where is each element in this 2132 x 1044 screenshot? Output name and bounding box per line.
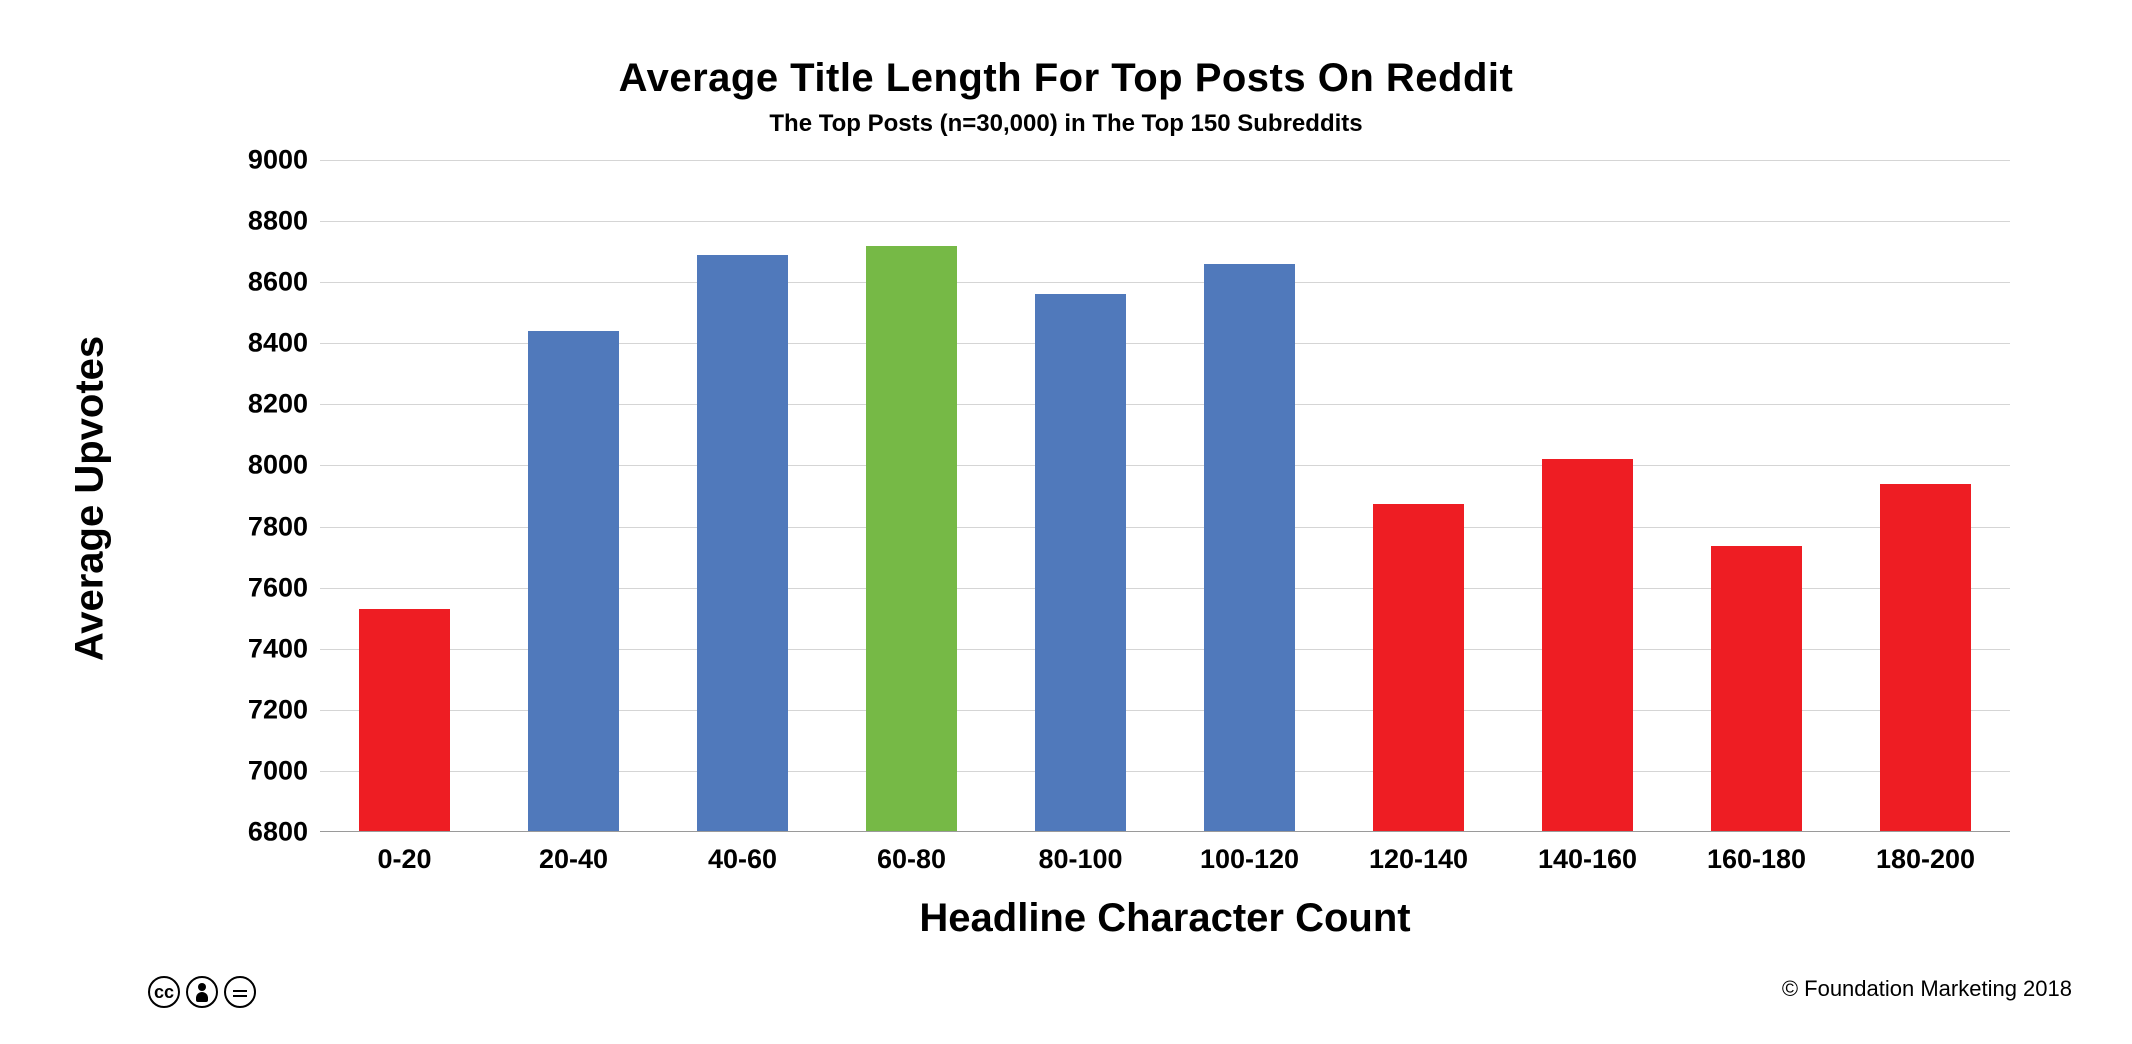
bar bbox=[1373, 504, 1464, 832]
x-tick-label: 60-80 bbox=[877, 832, 946, 875]
y-tick-label: 7400 bbox=[248, 633, 320, 664]
x-axis-label: Headline Character Count bbox=[320, 896, 2010, 941]
y-axis-label: Average Upvotes bbox=[68, 299, 113, 699]
bar-slot: 40-60 bbox=[658, 160, 827, 832]
y-tick-label: 7200 bbox=[248, 694, 320, 725]
x-tick-label: 20-40 bbox=[539, 832, 608, 875]
bar bbox=[697, 255, 788, 832]
cc-icon: cc bbox=[148, 976, 180, 1008]
x-axis-baseline bbox=[320, 831, 2010, 832]
x-tick-label: 40-60 bbox=[708, 832, 777, 875]
x-tick-label: 100-120 bbox=[1200, 832, 1299, 875]
by-icon bbox=[186, 976, 218, 1008]
bar-slot: 120-140 bbox=[1334, 160, 1503, 832]
y-tick-label: 8200 bbox=[248, 389, 320, 420]
bar-slot: 20-40 bbox=[489, 160, 658, 832]
bar-slot: 80-100 bbox=[996, 160, 1165, 832]
nd-icon bbox=[224, 976, 256, 1008]
x-tick-label: 0-20 bbox=[377, 832, 431, 875]
chart-title: Average Title Length For Top Posts On Re… bbox=[0, 56, 2132, 101]
y-tick-label: 7000 bbox=[248, 755, 320, 786]
y-tick-label: 7800 bbox=[248, 511, 320, 542]
bar-slot: 160-180 bbox=[1672, 160, 1841, 832]
y-tick-label: 8800 bbox=[248, 206, 320, 237]
y-tick-label: 7600 bbox=[248, 572, 320, 603]
plot-area: 0-2020-4040-6060-8080-100100-120120-1401… bbox=[320, 160, 2010, 832]
x-tick-label: 160-180 bbox=[1707, 832, 1806, 875]
y-tick-label: 8000 bbox=[248, 450, 320, 481]
bar-slot: 100-120 bbox=[1165, 160, 1334, 832]
bar-slot: 0-20 bbox=[320, 160, 489, 832]
x-tick-label: 120-140 bbox=[1369, 832, 1468, 875]
y-tick-label: 6800 bbox=[248, 817, 320, 848]
chart-subtitle: The Top Posts (n=30,000) in The Top 150 … bbox=[0, 110, 2132, 138]
bar bbox=[1880, 484, 1971, 832]
bar-slot: 140-160 bbox=[1503, 160, 1672, 832]
x-tick-label: 140-160 bbox=[1538, 832, 1637, 875]
x-tick-label: 180-200 bbox=[1876, 832, 1975, 875]
copyright-text: © Foundation Marketing 2018 bbox=[1782, 976, 2072, 1002]
bar-slot: 60-80 bbox=[827, 160, 996, 832]
bar-slot: 180-200 bbox=[1841, 160, 2010, 832]
chart-container: { "chart": { "type": "bar", "title": "Av… bbox=[0, 0, 2132, 1044]
bar bbox=[359, 609, 450, 832]
y-tick-label: 9000 bbox=[248, 145, 320, 176]
y-tick-label: 8600 bbox=[248, 267, 320, 298]
bar bbox=[528, 331, 619, 832]
bar bbox=[1204, 264, 1295, 832]
bar bbox=[1542, 459, 1633, 832]
cc-license-icons: cc bbox=[148, 976, 256, 1008]
bar bbox=[1035, 294, 1126, 832]
x-tick-label: 80-100 bbox=[1038, 832, 1122, 875]
bar bbox=[1711, 546, 1802, 832]
bars-group: 0-2020-4040-6060-8080-100100-120120-1401… bbox=[320, 160, 2010, 832]
y-tick-label: 8400 bbox=[248, 328, 320, 359]
bar bbox=[866, 246, 957, 832]
